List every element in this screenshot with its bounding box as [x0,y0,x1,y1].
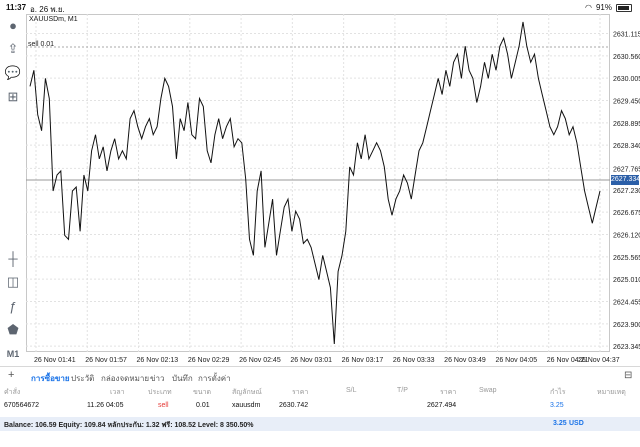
y-tick-label: 2625.565 [613,255,640,262]
header-tp: T/P [397,387,408,394]
header-size: ขนาด [193,389,212,396]
tab-journal[interactable]: บันทึก [172,374,193,383]
y-tick-labels: 2631.115 2630.560 2630.005 2629.450 2628.895… [613,32,640,352]
tab-settings[interactable]: การตั้งค่า [198,374,231,383]
account-summary: Balance: 106.59 Equity: 109.84 หลักประกั… [0,417,640,431]
x-tick-labels: 26 Nov 01:41 26 Nov 01:57 26 Nov 02:13 26 N… [34,357,620,364]
x-tick-label: 26 Nov 01:57 [85,357,127,364]
crosshair-icon[interactable]: ┼ [8,250,18,266]
header-profit: กำไร [550,389,566,396]
terminal-tabs: + การซื้อขาย ประวัติ กล่องจดหมาย ข่าว บั… [0,366,640,385]
y-tick-label: 2626.675 [613,210,640,217]
x-tick-label: 26 Nov 04:05 [495,357,537,364]
current-price-tag: 2627.334 [611,175,640,185]
y-tick-label: 2630.005 [613,76,640,83]
plot-frame [26,14,610,352]
order-time: 11.26 04:05 [87,402,124,409]
header-swap: Swap [479,387,497,394]
x-tick-label: 26 Nov 02:29 [188,357,230,364]
y-tick-label: 2628.895 [613,121,640,128]
status-date: อ. 26 พ.ย. [30,5,65,14]
battery-icon [616,3,632,12]
objects-icon[interactable]: ⬟ [7,322,19,337]
status-time: 11:37 [6,3,27,12]
order-size: 0.01 [196,402,210,409]
x-tick-label: 26 Nov 04:21 [547,357,589,364]
y-tick-label: 2623.900 [613,322,640,329]
layout-icon[interactable]: ⊟ [624,370,633,381]
y-tick-label: 2627.765 [613,166,640,173]
status-right: ◠ 91% [585,3,632,12]
header-note: หมายเหตุ [597,389,626,396]
chart-area[interactable]: XAUUSDm, M1 2631.115 2630.560 2630.005 2629… [26,14,640,366]
y-tick-label: 2626.120 [613,233,640,240]
timeframe-button[interactable]: M1 [6,349,20,359]
chat-icon[interactable]: 💬 [4,65,22,80]
header-order: คำสั่ง [4,389,21,396]
tab-news[interactable]: ข่าว [150,374,165,383]
new-order-icon[interactable]: ⊞ [7,89,19,104]
summary-currency: USD [569,420,584,427]
status-bar: 11:37 อ. 26 พ.ย. ◠ 91% [0,0,640,14]
header-current-price: ราคา [440,389,457,396]
price-series [29,21,601,345]
chart-svg: 2631.115 2630.560 2630.005 2629.450 2628.895… [26,14,640,364]
y-tick-label: 2631.115 [613,32,640,39]
order-profit: 3.25 [550,402,564,409]
order-type: sell [158,402,169,409]
battery-percent: 91% [595,3,612,12]
add-icon[interactable]: + [8,369,15,381]
x-tick-label: 26 Nov 03:33 [393,357,435,364]
tab-trade[interactable]: การซื้อขาย [31,374,70,383]
wifi-icon: ◠ [585,3,592,12]
y-tick-label: 2630.560 [613,54,640,61]
x-tick-label: 26 Nov 04:37 [578,357,620,364]
y-tick-label: 2623.345 [613,344,640,351]
y-tick-label: 2629.450 [613,99,640,106]
tab-mailbox[interactable]: กล่องจดหมาย [101,374,150,383]
y-tick-label: 2625.010 [613,277,640,284]
header-type: ประเภท [148,389,172,396]
order-id: 670564672 [4,402,40,409]
table-header: คำสั่ง เวลา ประเภท ขนาด สัญลักษณ์ ราคา S… [0,387,640,401]
header-price: ราคา [292,389,309,396]
trade-icon[interactable]: ⇪ [7,41,19,56]
y-tick-label: 2628.340 [613,143,640,150]
tab-history[interactable]: ประวัติ [71,374,95,383]
header-sl: S/L [346,387,357,394]
gridlines [26,14,610,352]
chart-type-icon[interactable]: ◫ [6,274,20,289]
left-toolbar: ● ⇪ 💬 ⊞ ┼ ◫ ƒ ⬟ M1 [0,14,26,364]
header-time: เวลา [110,389,125,396]
x-tick-label: 26 Nov 02:13 [137,357,179,364]
order-symbol: xauusdm [232,402,261,409]
account-icon[interactable]: ● [9,17,17,33]
sell-order-label: sell 0.01 [28,41,55,48]
summary-profit: 3.25 [553,420,567,427]
order-open-price: 2630.742 [279,402,309,409]
y-tick-label: 2627.230 [613,188,640,195]
header-symbol: สัญลักษณ์ [232,389,262,396]
chart-symbol-label: XAUUSDm, M1 [29,16,78,23]
y-tick-label: 2624.455 [613,300,640,307]
x-tick-label: 26 Nov 03:49 [444,357,486,364]
indicator-icon[interactable]: ƒ [9,298,17,314]
x-tick-label: 26 Nov 02:45 [239,357,281,364]
order-current-price: 2627.494 [427,402,457,409]
x-tick-label: 26 Nov 03:17 [342,357,384,364]
x-tick-label: 26 Nov 03:01 [290,357,332,364]
x-tick-label: 26 Nov 01:41 [34,357,76,364]
summary-text: Balance: 106.59 Equity: 109.84 หลักประกั… [4,422,254,429]
table-row[interactable]: 670564672 11.26 04:05 sell 0.01 xauusdm … [0,402,640,416]
